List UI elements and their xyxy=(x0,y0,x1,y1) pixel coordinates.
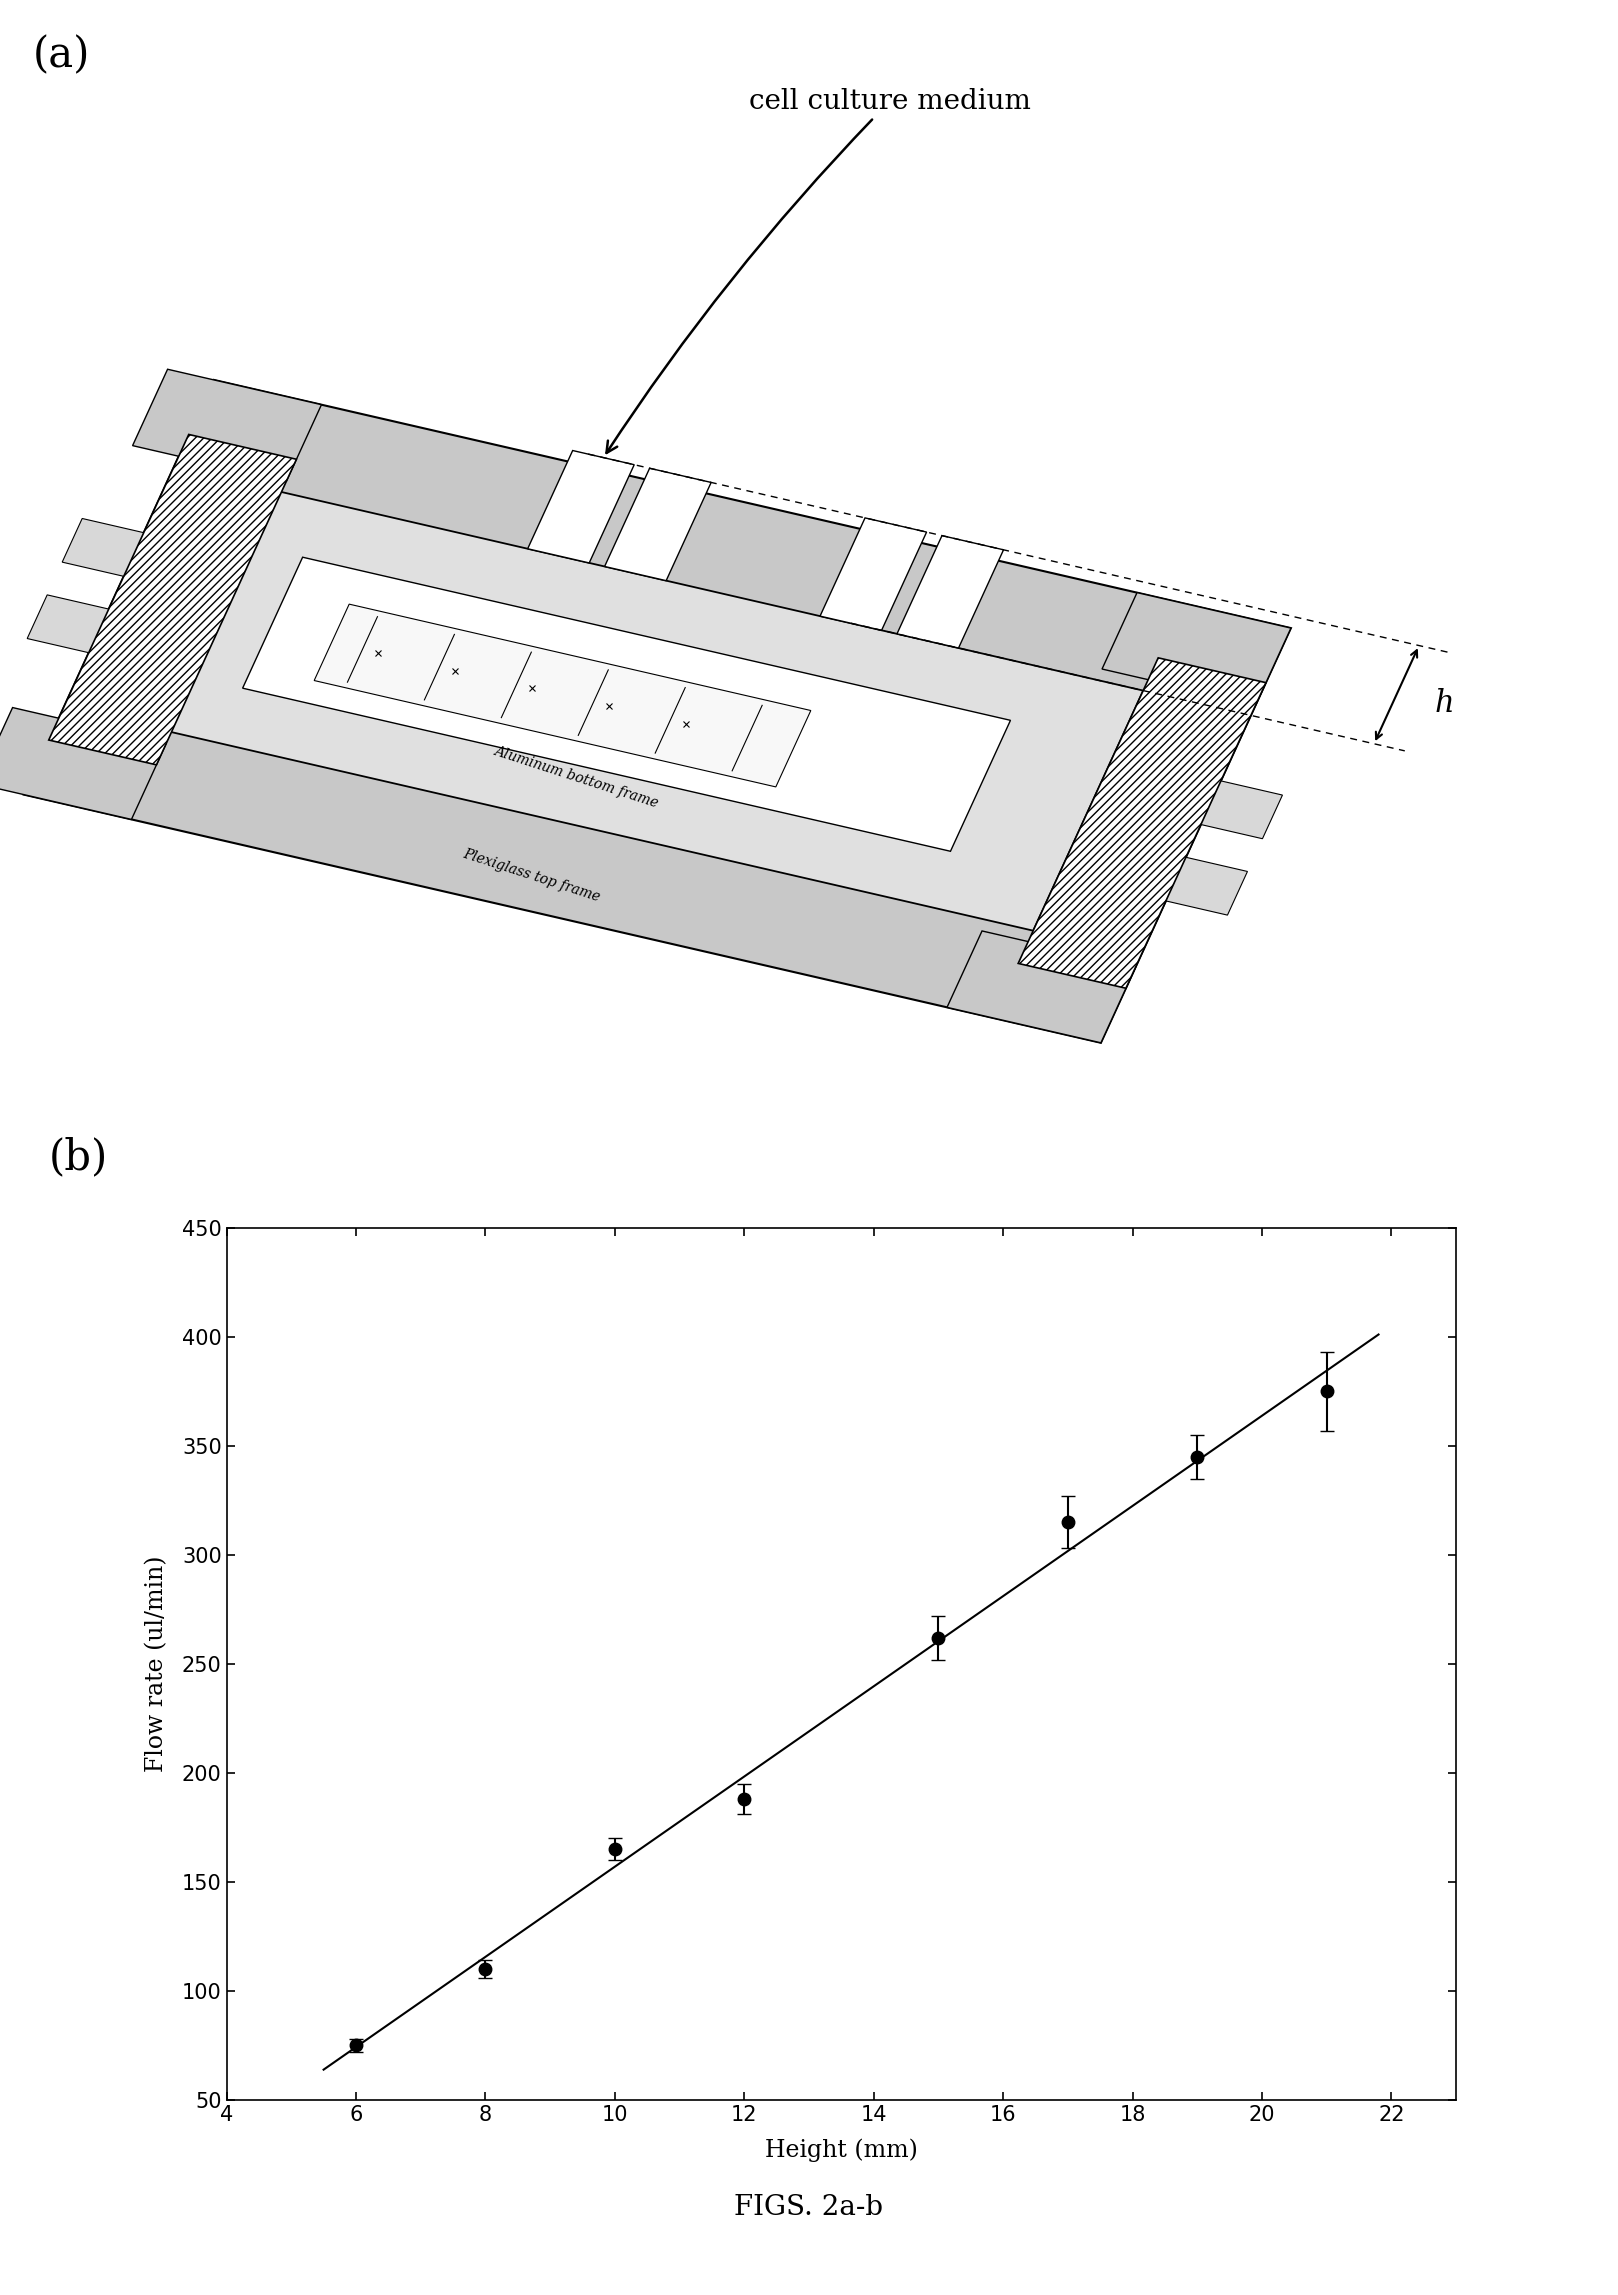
Polygon shape xyxy=(1102,592,1291,705)
X-axis label: Height (mm): Height (mm) xyxy=(765,2139,917,2162)
Y-axis label: Flow rate (ul/min): Flow rate (ul/min) xyxy=(146,1556,168,1772)
Polygon shape xyxy=(141,484,1144,932)
Text: (a): (a) xyxy=(32,34,89,76)
Polygon shape xyxy=(820,519,927,631)
Polygon shape xyxy=(1018,659,1265,989)
Polygon shape xyxy=(605,468,712,581)
Polygon shape xyxy=(1089,840,1247,916)
Polygon shape xyxy=(947,932,1136,1042)
Polygon shape xyxy=(243,558,1011,851)
Polygon shape xyxy=(49,434,296,764)
Polygon shape xyxy=(61,519,220,594)
Polygon shape xyxy=(24,381,1291,1042)
Polygon shape xyxy=(896,535,1003,647)
Text: h: h xyxy=(1435,688,1455,718)
Polygon shape xyxy=(0,707,167,819)
Text: Aluminum bottom frame: Aluminum bottom frame xyxy=(492,744,660,810)
Text: Plexiglass top frame: Plexiglass top frame xyxy=(461,847,602,904)
Polygon shape xyxy=(28,594,186,670)
Text: (b): (b) xyxy=(49,1136,108,1177)
Polygon shape xyxy=(527,450,634,562)
Text: cell culture medium: cell culture medium xyxy=(607,87,1031,452)
Polygon shape xyxy=(133,369,322,482)
Polygon shape xyxy=(1125,764,1283,838)
Text: FIGS. 2a-b: FIGS. 2a-b xyxy=(735,2194,883,2222)
Polygon shape xyxy=(314,604,811,787)
